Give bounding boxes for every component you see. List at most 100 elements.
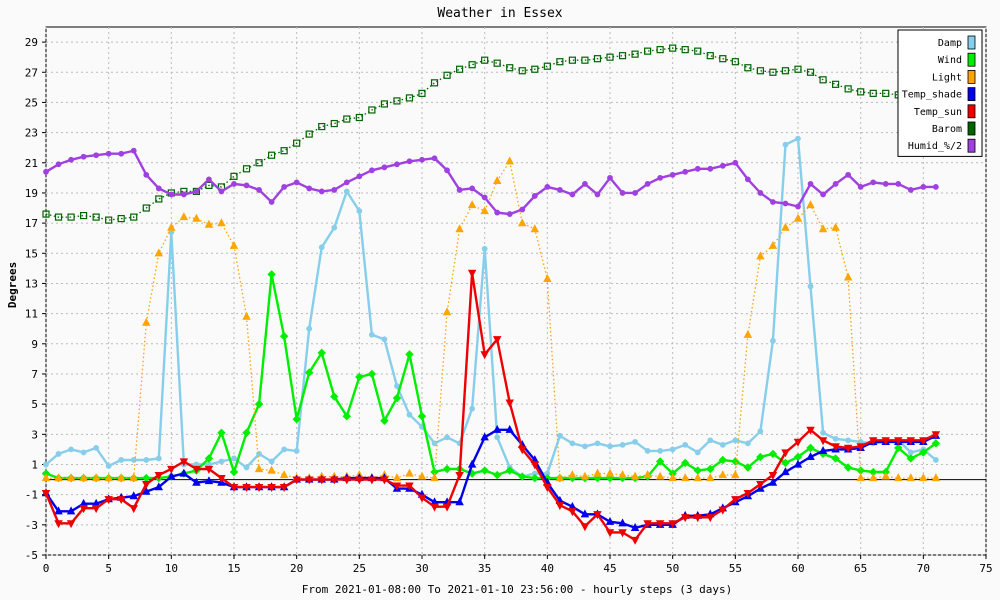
- series-light-point: [931, 473, 941, 482]
- series-barom-point: [155, 195, 163, 203]
- series-humid-2-point: [657, 174, 664, 181]
- series-light-point: [894, 473, 903, 482]
- series-humid-2-point: [820, 191, 826, 198]
- series-light-point: [167, 222, 176, 231]
- series-temp-shade-point: [781, 467, 790, 476]
- series-light-point: [655, 471, 665, 480]
- series-humid-2-point: [907, 187, 914, 193]
- series-light-point: [593, 468, 602, 477]
- series-light-point: [54, 473, 63, 482]
- series-humid-2-point: [80, 153, 87, 160]
- series-wind-point: [342, 412, 352, 421]
- series-temp-shade-point: [818, 446, 828, 455]
- series-wind-point: [217, 428, 226, 438]
- legend-swatch: [967, 138, 976, 153]
- y-tick-label: 7: [31, 368, 38, 381]
- series-wind-point: [267, 270, 276, 279]
- series-humid-2-point: [331, 187, 338, 193]
- series-humid-2-point: [218, 188, 225, 195]
- series-barom-point: [719, 55, 727, 63]
- series-wind-point: [781, 458, 790, 468]
- series-humid-2-point: [444, 167, 450, 174]
- legend-label: Temp_sun: [914, 107, 962, 118]
- series-humid-2-point: [531, 193, 538, 199]
- series-temp-shade-point: [480, 432, 489, 441]
- series-humid-2-point: [118, 150, 125, 157]
- series-light-point: [142, 317, 151, 326]
- series-temp-shade-point: [793, 459, 803, 468]
- series-light-point: [530, 224, 540, 233]
- series-temp-sun-point: [279, 484, 289, 492]
- series-damp-point: [406, 411, 413, 418]
- series-barom-point: [806, 68, 815, 76]
- series-wind-point: [931, 439, 941, 448]
- x-tick-label: 55: [729, 562, 742, 575]
- series-temp-sun-point: [706, 514, 715, 523]
- series-wind-point: [706, 464, 715, 474]
- series-light-point: [430, 473, 439, 482]
- series-damp-point: [118, 457, 125, 463]
- series-humid-2-point: [795, 203, 801, 210]
- series-temp-sun-point: [568, 508, 577, 517]
- series-light-point: [217, 218, 226, 227]
- y-tick-label: 11: [25, 308, 38, 321]
- plot-area: [45, 26, 987, 556]
- legend-label: Light: [932, 72, 962, 83]
- x-axis-label: From 2021-01-08:00 To 2021-01-10 23:56:0…: [302, 583, 732, 596]
- series-light-point: [392, 473, 402, 482]
- series-light-point: [79, 473, 88, 482]
- series-wind-point: [518, 472, 527, 481]
- x-tick-label: 20: [290, 562, 303, 575]
- series-barom-point: [481, 56, 489, 64]
- series-barom-point: [430, 79, 439, 87]
- series-humid-2-point: [381, 164, 388, 171]
- series-light-point: [242, 311, 251, 320]
- series-barom-point: [343, 115, 351, 123]
- series-wind-point: [919, 448, 928, 457]
- series-damp-point: [619, 441, 626, 448]
- series-humid-2-point: [293, 179, 300, 186]
- series-damp: [43, 135, 939, 480]
- x-tick-label: 5: [105, 562, 112, 575]
- legend-swatch: [967, 121, 976, 136]
- series-barom-point: [593, 55, 602, 63]
- series-damp-point: [55, 451, 62, 457]
- series-temp-sun-point: [881, 437, 890, 446]
- series-light-point: [919, 473, 928, 482]
- legend-swatch: [967, 87, 976, 101]
- y-tick-label: 27: [25, 66, 38, 79]
- series-light-point: [793, 213, 803, 222]
- series-temp-sun-point: [116, 496, 126, 505]
- series-temp-shade-line: [45, 428, 937, 530]
- series-light-point: [104, 473, 113, 482]
- series-wind-point: [405, 350, 414, 359]
- series-temp-shade-point: [154, 482, 164, 491]
- chart-title: Weather in Essex: [437, 6, 562, 21]
- series-barom-point: [781, 67, 790, 75]
- series-damp-point: [243, 464, 250, 471]
- series-damp-point: [481, 245, 488, 252]
- series-damp-point: [268, 458, 275, 465]
- series-temp-shade-point: [167, 471, 176, 480]
- series-temp-sun-point: [229, 484, 239, 492]
- series-light-point: [680, 473, 690, 482]
- series-barom-point: [268, 151, 276, 159]
- series-light-point: [279, 470, 289, 479]
- series-temp-sun-point: [104, 496, 113, 505]
- series-humid-2-point: [732, 159, 739, 166]
- series-humid-2-point: [632, 190, 638, 196]
- series-light-point: [568, 470, 577, 479]
- series-humid-2-point: [870, 179, 877, 186]
- series-humid-2-point: [256, 187, 262, 193]
- series-temp-sun-point: [154, 471, 164, 480]
- series-humid-2-point: [594, 191, 601, 198]
- series-humid-2-point: [807, 180, 814, 187]
- y-tick-label: 1: [31, 458, 38, 471]
- series-temp-sun-point: [768, 471, 778, 480]
- series-wind-point: [367, 369, 377, 379]
- series-damp-point: [431, 440, 438, 447]
- series-barom-point: [568, 56, 577, 64]
- series-light-point: [806, 200, 815, 209]
